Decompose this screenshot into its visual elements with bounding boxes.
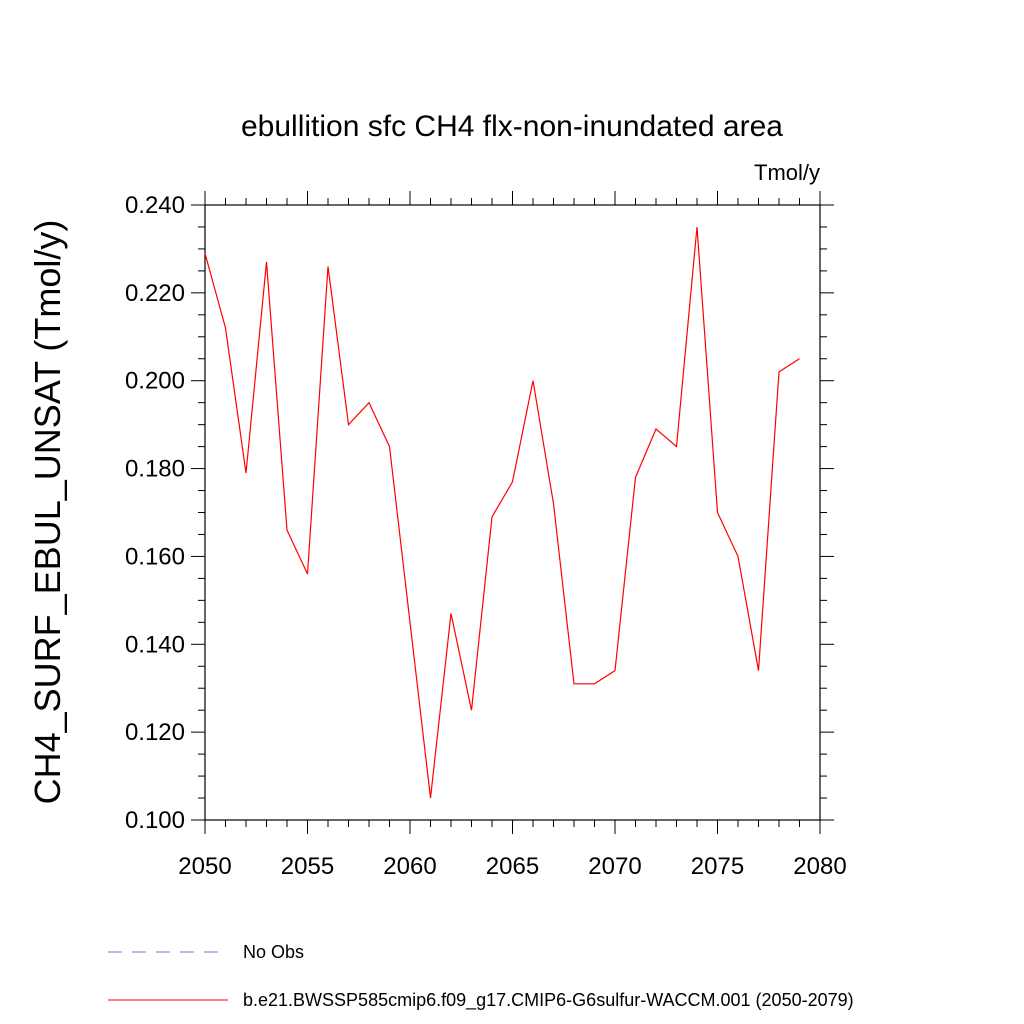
x-tick-label: 2060 xyxy=(383,853,436,880)
x-tick-label: 2050 xyxy=(178,853,231,880)
y-axis-ticks: 0.100 0.120 0.140 0.160 0.180 0.200 0.220 0.240 xyxy=(125,192,834,834)
series-line xyxy=(204,226,800,799)
y-tick-label: 0.120 xyxy=(125,719,185,746)
y-axis-label: CH4_SURF_EBUL_UNSAT (Tmol/y) xyxy=(27,220,68,805)
legend: No Obs b.e21.BWSSP585cmip6.f09_g17.CMIP6-… xyxy=(108,942,854,1011)
chart-title: ebullition sfc CH4 flx-non-inundated are… xyxy=(241,110,783,143)
legend-label: No Obs xyxy=(243,942,304,962)
x-axis-ticks: 2050 2055 2060 2065 2070 2075 2080 xyxy=(178,191,847,880)
plot-border xyxy=(204,204,821,821)
y-tick-label: 0.100 xyxy=(125,807,185,834)
series-lines xyxy=(204,226,800,799)
x-tick-label: 2075 xyxy=(691,853,744,880)
y-tick-label: 0.180 xyxy=(125,456,185,483)
units-label: Tmol/y xyxy=(754,160,820,185)
plot-frame xyxy=(204,204,821,821)
x-tick-label: 2055 xyxy=(281,853,334,880)
x-tick-label: 2070 xyxy=(588,853,641,880)
y-tick-label: 0.240 xyxy=(125,192,185,219)
y-tick-label: 0.140 xyxy=(125,631,185,658)
x-tick-label: 2065 xyxy=(486,853,539,880)
y-tick-label: 0.200 xyxy=(125,368,185,395)
y-tick-label: 0.220 xyxy=(125,280,185,307)
x-tick-label: 2080 xyxy=(793,853,846,880)
y-tick-label: 0.160 xyxy=(125,543,185,570)
legend-label: b.e21.BWSSP585cmip6.f09_g17.CMIP6-G6sulf… xyxy=(243,990,854,1011)
